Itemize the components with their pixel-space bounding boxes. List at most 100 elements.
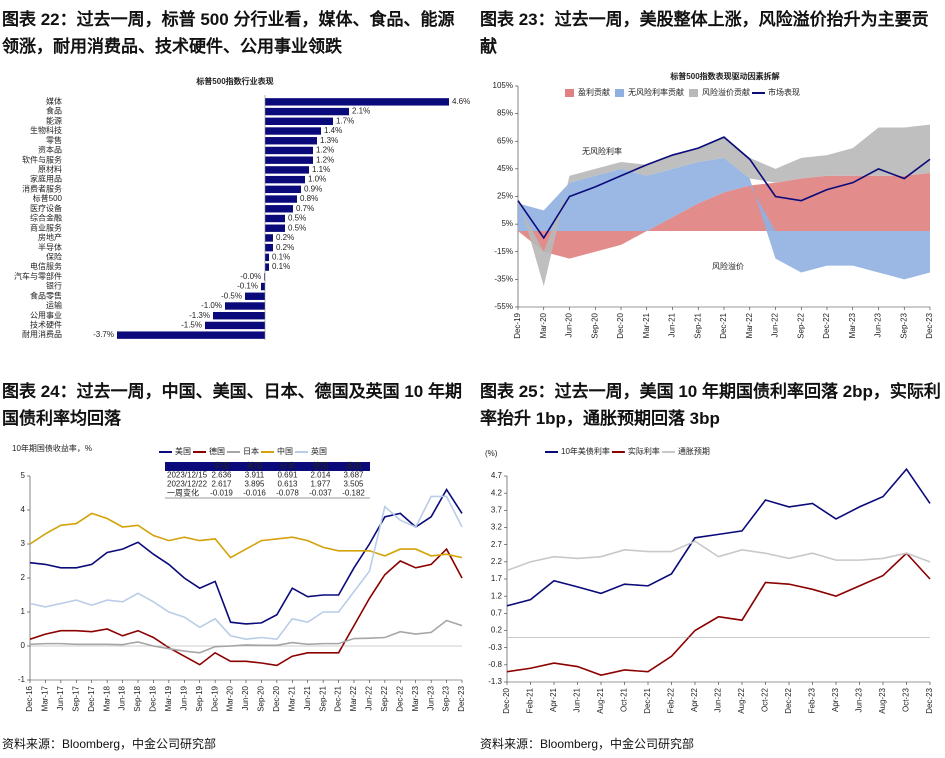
x-tick-label: Feb-21 xyxy=(526,687,535,713)
y-axis-label: 10年期国债收益率，% xyxy=(12,443,92,453)
x-tick-label: Jun-21 xyxy=(573,687,582,712)
y-tick-label: 45% xyxy=(497,164,513,173)
x-tick-label: Mar-22 xyxy=(349,685,358,711)
legend-label: 实际利率 xyxy=(628,446,660,456)
line xyxy=(29,547,463,667)
chart-subtitle: 标普500指数行业表现 xyxy=(195,76,273,86)
x-tick-label: Dec-22 xyxy=(784,687,793,713)
annotation: 无风险利率 xyxy=(582,146,622,156)
value-label: -1.3% xyxy=(189,311,210,320)
table-header-bg xyxy=(165,462,370,471)
x-tick-label: Jun-22 xyxy=(365,685,374,710)
heading: 图表 23：过去一周，美股整体上涨，风险溢价抬升为主要贡献 xyxy=(480,10,929,56)
value-label: -3.7% xyxy=(93,330,114,339)
bar xyxy=(265,243,273,252)
table-cell: -0.016 xyxy=(243,489,266,498)
x-tick-label: Aug-22 xyxy=(737,687,746,713)
category-label: 原材料 xyxy=(38,164,62,174)
table-header: 日本 xyxy=(280,461,296,471)
bar xyxy=(205,321,265,330)
table-cell: 1.977 xyxy=(310,480,331,489)
table-row-label: 2023/12/22 xyxy=(167,480,208,489)
legend-swatch xyxy=(615,89,624,97)
bar xyxy=(264,273,265,281)
category-label: 医疗设备 xyxy=(30,203,62,213)
value-label: -1.5% xyxy=(181,321,202,330)
heading: 图表 25：过去一周，美国 10 年期国债利率回落 2bp，实际利率抬升 1bp… xyxy=(480,382,941,428)
value-label: -1.0% xyxy=(201,301,222,310)
bar xyxy=(265,185,301,194)
x-tick-label: Jun-21 xyxy=(303,685,312,710)
category-label: 资本品 xyxy=(38,145,62,155)
x-tick-label: Sep-21 xyxy=(318,685,327,711)
value-label: 0.8% xyxy=(300,194,318,203)
x-tick-label: Dec-21 xyxy=(719,312,728,338)
x-tick-label: Dec-16 xyxy=(25,685,34,711)
x-tick-label: Jun-21 xyxy=(668,312,677,337)
y-tick-label: 2 xyxy=(21,573,26,582)
value-label: -0.0% xyxy=(240,272,261,281)
bar xyxy=(265,224,285,232)
x-tick-label: Mar-23 xyxy=(848,312,857,338)
category-label: 电信服务 xyxy=(30,261,62,271)
x-tick-label: Dec-20 xyxy=(502,687,511,713)
x-tick-label: Feb-22 xyxy=(667,687,676,713)
x-tick-label: Sep-23 xyxy=(899,312,908,338)
category-label: 能源 xyxy=(46,115,62,125)
value-label: 4.6% xyxy=(452,97,470,106)
x-tick-label: Sep-22 xyxy=(796,312,805,338)
category-label: 耐用消费品 xyxy=(22,329,62,339)
x-tick-label: Aug-21 xyxy=(596,687,605,713)
table-cell: 3.911 xyxy=(245,471,265,480)
bar xyxy=(245,292,265,300)
annotation: 风险溢价 xyxy=(712,261,744,271)
table-cell: 3.895 xyxy=(244,480,265,489)
bar xyxy=(225,302,265,310)
x-tick-label: Dec-19 xyxy=(210,685,219,711)
x-tick-label: Sep-19 xyxy=(195,685,204,711)
value-label: 1.7% xyxy=(336,116,354,125)
x-tick-label: Oct-21 xyxy=(620,687,629,712)
x-tick-label: Dec-23 xyxy=(925,312,934,338)
table-cell: 0.691 xyxy=(277,471,298,480)
x-tick-label: Jun-22 xyxy=(771,312,780,337)
x-tick-label: Dec-18 xyxy=(149,685,158,711)
value-label: 1.4% xyxy=(324,126,342,135)
x-tick-label: Feb-23 xyxy=(808,687,817,713)
line xyxy=(29,495,463,641)
y-tick-label: 5 xyxy=(21,471,26,480)
category-label: 公用事业 xyxy=(30,310,62,320)
value-label: 0.5% xyxy=(288,223,306,232)
x-tick-label: Jun-22 xyxy=(714,687,723,712)
value-label: -0.1% xyxy=(237,282,258,291)
x-tick-label: Dec-22 xyxy=(395,685,404,711)
y-tick-label: 65% xyxy=(497,136,513,145)
category-label: 技术硬件 xyxy=(30,320,62,330)
table-cell: -0.078 xyxy=(276,489,299,498)
x-tick-label: Oct-22 xyxy=(761,687,770,712)
category-label: 汽车与零部件 xyxy=(14,271,62,281)
y-tick-label: 0 xyxy=(21,641,26,650)
chart-subtitle: 标普500指数表现驱动因素拆解 xyxy=(669,71,779,81)
x-tick-label: Sep-20 xyxy=(257,685,266,711)
value-label: 1.0% xyxy=(308,175,326,184)
table-cell: 2.636 xyxy=(211,471,232,480)
x-tick-label: Apr-22 xyxy=(690,687,699,712)
y-tick-label: 4 xyxy=(21,505,26,514)
x-tick-label: Oct-23 xyxy=(902,687,911,712)
legend-label: 盈利贡献 xyxy=(578,87,610,97)
source: 资料来源：Bloomberg，中金公司研究部 xyxy=(2,737,217,751)
bar xyxy=(265,117,333,125)
value-label: -0.5% xyxy=(221,291,242,300)
bar xyxy=(261,282,265,291)
category-label: 食品 xyxy=(46,106,62,116)
x-tick-label: Sep-22 xyxy=(380,685,389,711)
line xyxy=(506,540,931,572)
category-label: 标普500 xyxy=(33,193,63,203)
value-label: 0.1% xyxy=(272,262,290,271)
x-tick-label: Mar-23 xyxy=(411,685,420,711)
legend-label: 日本 xyxy=(243,446,259,456)
x-tick-label: Dec-17 xyxy=(87,685,96,711)
y-tick-label: 3.2 xyxy=(491,523,503,532)
